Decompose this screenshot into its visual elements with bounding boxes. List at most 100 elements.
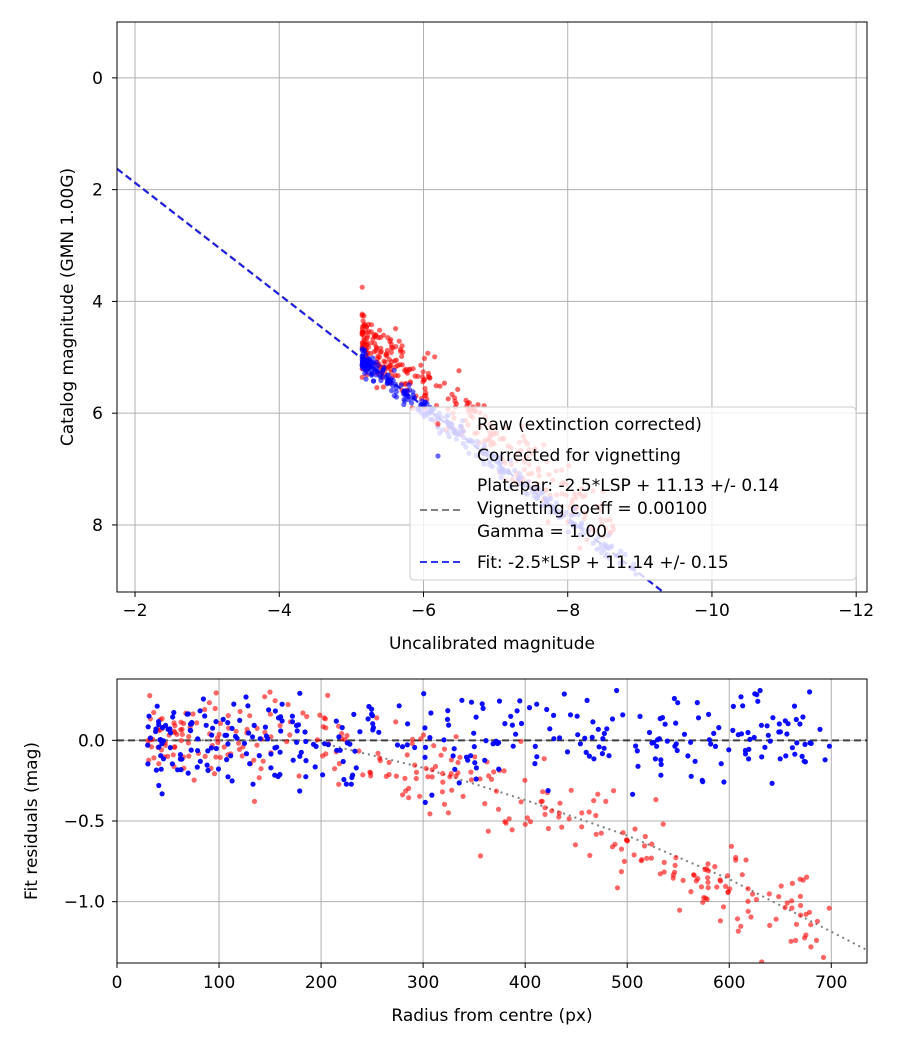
- corrected-point: [362, 366, 368, 372]
- corrected-residual-point: [582, 735, 588, 741]
- raw-residual-point: [782, 904, 788, 911]
- raw-residual-point: [495, 806, 502, 812]
- raw-residual-point: [725, 873, 731, 879]
- corrected-residual-point: [635, 763, 641, 769]
- corrected-residual-point: [333, 718, 339, 724]
- corrected-residual-point: [293, 722, 300, 729]
- raw-residual-point: [705, 861, 711, 867]
- raw-residual-point: [541, 756, 547, 762]
- raw-residual-point: [441, 801, 448, 807]
- raw-point: [396, 338, 402, 344]
- corrected-residual-point: [694, 700, 700, 706]
- corrected-residual-point: [600, 736, 606, 742]
- corrected-residual-point: [776, 729, 782, 735]
- legend-vignetting-label: Vignetting coeff = 0.00100: [477, 499, 707, 519]
- corrected-residual-point: [213, 719, 219, 725]
- corrected-residual-point: [726, 747, 732, 753]
- corrected-residual-point: [220, 716, 226, 723]
- raw-residual-point: [728, 843, 735, 849]
- corrected-residual-point: [463, 754, 470, 760]
- legend-fit-label: Fit: -2.5*LSP + 11.14 +/- 0.15: [477, 553, 729, 573]
- raw-point: [427, 375, 433, 381]
- corrected-residual-point: [711, 730, 717, 737]
- corrected-residual-point: [791, 703, 798, 709]
- corrected-residual-point: [473, 765, 479, 771]
- raw-residual-point: [393, 773, 399, 779]
- raw-point: [423, 392, 429, 399]
- corrected-residual-point: [178, 767, 184, 773]
- corrected-residual-point: [793, 716, 799, 723]
- top-y-tick-label: 4: [92, 292, 103, 312]
- corrected-residual-point: [738, 731, 745, 737]
- raw-residual-point: [147, 693, 153, 699]
- raw-residual-point: [332, 766, 338, 772]
- corrected-residual-point: [147, 735, 153, 741]
- bottom-x-tick-label: 500: [611, 973, 643, 993]
- raw-residual-point: [672, 862, 678, 869]
- corrected-residual-point: [789, 745, 796, 751]
- raw-residual-point: [566, 816, 572, 822]
- corrected-residual-point: [145, 724, 151, 730]
- raw-residual-point: [212, 705, 218, 712]
- raw-residual-point: [808, 922, 814, 928]
- raw-residual-point: [251, 757, 257, 763]
- corrected-residual-point: [208, 745, 214, 751]
- corrected-residual-point: [268, 751, 274, 757]
- raw-residual-point: [641, 843, 648, 849]
- raw-residual-point: [314, 737, 321, 743]
- corrected-residual-point: [156, 719, 162, 725]
- corrected-residual-point: [169, 761, 175, 767]
- raw-residual-point: [404, 752, 410, 758]
- raw-residual-point: [725, 889, 731, 895]
- raw-point: [395, 373, 401, 379]
- corrected-residual-point: [649, 740, 655, 746]
- corrected-residual-point: [213, 745, 219, 752]
- raw-residual-point: [321, 715, 327, 721]
- corrected-residual-point: [232, 733, 239, 739]
- raw-point: [393, 326, 399, 332]
- raw-residual-point: [712, 864, 718, 870]
- corrected-residual-point: [352, 748, 358, 754]
- raw-residual-point: [587, 852, 593, 859]
- raw-residual-point: [705, 875, 711, 881]
- corrected-residual-point: [404, 742, 410, 748]
- corrected-residual-point: [480, 705, 486, 712]
- legend-corrected-label: Corrected for vignetting: [477, 446, 681, 466]
- raw-residual-point: [325, 692, 331, 699]
- bottom-y-tick-label: −0.5: [64, 812, 105, 832]
- corrected-residual-point: [673, 720, 679, 726]
- raw-residual-point: [717, 878, 724, 884]
- corrected-residual-point: [792, 751, 798, 757]
- corrected-residual-point: [583, 749, 589, 756]
- raw-residual-point: [186, 753, 192, 759]
- raw-residual-point: [251, 798, 258, 805]
- corrected-residual-point: [604, 726, 610, 732]
- corrected-residual-point: [158, 753, 164, 759]
- bottom-x-tick-label: 100: [203, 973, 235, 993]
- corrected-residual-point: [310, 741, 317, 747]
- bottom-y-tick-label: 0.0: [78, 731, 105, 751]
- corrected-residual-point: [459, 697, 465, 703]
- corrected-point: [410, 392, 416, 398]
- corrected-residual-point: [685, 753, 691, 759]
- raw-residual-point: [237, 708, 243, 715]
- top-x-tick-label: −8: [555, 601, 580, 621]
- raw-residual-point: [360, 772, 366, 778]
- raw-residual-point: [620, 830, 626, 836]
- raw-residual-point: [217, 754, 223, 761]
- corrected-residual-point: [655, 737, 661, 743]
- corrected-residual-point: [601, 730, 608, 737]
- raw-residual-point: [624, 838, 631, 844]
- raw-point: [449, 391, 455, 397]
- raw-residual-point: [429, 767, 435, 773]
- raw-residual-point: [509, 827, 515, 833]
- raw-residual-point: [151, 755, 157, 761]
- raw-residual-point: [213, 690, 219, 696]
- corrected-residual-point: [246, 730, 252, 736]
- raw-point: [361, 337, 367, 343]
- raw-residual-point: [797, 893, 804, 900]
- corrected-residual-point: [370, 721, 376, 727]
- corrected-residual-point: [302, 729, 308, 735]
- raw-residual-point: [190, 711, 196, 717]
